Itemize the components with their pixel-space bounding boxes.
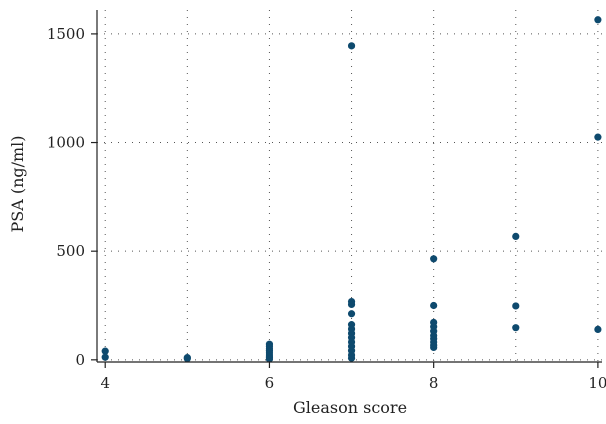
data-point bbox=[430, 343, 438, 352]
data-point bbox=[101, 347, 109, 355]
data-point bbox=[347, 300, 356, 309]
y-axis-label: PSA (ng/ml) bbox=[8, 135, 27, 232]
y-tick-label: 1000 bbox=[47, 134, 85, 152]
data-point bbox=[347, 354, 356, 362]
data-point bbox=[183, 354, 191, 363]
data-point bbox=[512, 302, 520, 310]
x-axis-label: Gleason score bbox=[293, 398, 407, 417]
data-point bbox=[594, 325, 602, 334]
data-point bbox=[512, 232, 520, 241]
x-tick-label: 6 bbox=[265, 374, 275, 392]
data-point bbox=[594, 16, 602, 24]
data-point bbox=[347, 310, 356, 318]
x-tick-label: 4 bbox=[100, 374, 110, 392]
tick-labels: 0 500 1000 1500 4 6 8 10 bbox=[47, 25, 606, 392]
x-tick-label: 10 bbox=[588, 374, 606, 392]
x-tick-label: 8 bbox=[429, 374, 439, 392]
data-point bbox=[265, 355, 274, 363]
y-tick-label: 1500 bbox=[47, 25, 85, 43]
data-point bbox=[594, 133, 602, 141]
data-point bbox=[430, 301, 438, 310]
grid-lines bbox=[97, 10, 602, 362]
y-tick-label: 0 bbox=[75, 351, 85, 369]
data-point bbox=[512, 324, 520, 332]
data-point bbox=[101, 353, 109, 361]
y-tick-label: 500 bbox=[56, 242, 85, 260]
data-points bbox=[101, 16, 602, 363]
axes bbox=[91, 10, 602, 368]
data-point bbox=[430, 255, 438, 263]
data-point bbox=[347, 42, 356, 50]
